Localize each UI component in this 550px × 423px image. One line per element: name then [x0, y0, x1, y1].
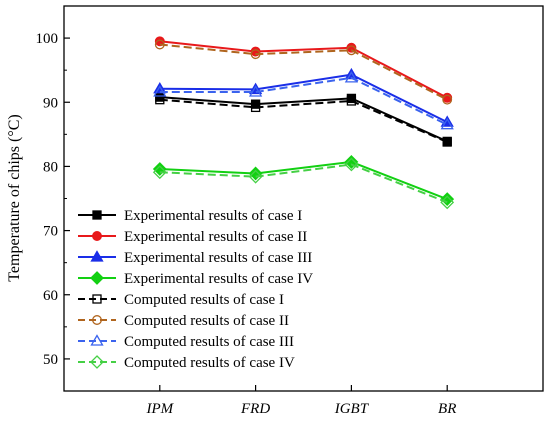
series-6: [154, 39, 453, 105]
series-line: [159, 76, 448, 126]
series-7: [153, 71, 454, 130]
data-point: [346, 96, 357, 106]
data-point: [250, 102, 261, 113]
legend-item: Computed results of case II: [78, 313, 289, 329]
legend-label: Computed results of case IV: [124, 355, 295, 371]
data-point: [154, 39, 165, 50]
data-point: [153, 85, 167, 97]
data-point: [442, 137, 452, 147]
y-tick-label: 60: [43, 288, 58, 304]
data-point: [248, 169, 263, 184]
data-point: [346, 45, 357, 56]
legend-label: Experimental results of case IV: [124, 271, 313, 287]
legend-marker: [92, 315, 102, 325]
series-layer: [152, 36, 455, 210]
data-point: [440, 195, 455, 210]
legend-item: Computed results of case III: [78, 334, 294, 350]
legend-label: Experimental results of case II: [124, 229, 307, 245]
series-line: [159, 40, 448, 99]
data-point: [154, 36, 165, 47]
x-axis: IPM FRD IGBT BR: [145, 385, 456, 417]
legend-label: Computed results of case II: [124, 313, 289, 329]
series-line: [159, 43, 448, 101]
legend-label: Experimental results of case III: [124, 250, 312, 266]
series-5: [155, 95, 452, 147]
legend: Experimental results of case I Experiment…: [78, 208, 313, 371]
data-point: [248, 85, 263, 97]
y-tick-label: 50: [43, 352, 58, 368]
y-axis-title: Temperature of chips (°C): [6, 114, 23, 281]
x-tick-label: IGBT: [334, 401, 370, 417]
data-point: [442, 94, 453, 105]
legend-marker: [92, 210, 102, 220]
y-tick-label: 70: [43, 224, 58, 240]
data-point: [152, 165, 167, 180]
legend-item: Computed results of case IV: [78, 355, 295, 371]
y-tick-label: 80: [43, 159, 58, 175]
legend-label: Computed results of case I: [124, 292, 284, 308]
series-line: [159, 160, 448, 201]
data-point: [344, 71, 359, 83]
data-point: [440, 117, 454, 130]
series-line: [159, 73, 448, 124]
series-1: [155, 92, 452, 147]
y-tick-label: 90: [43, 95, 58, 111]
x-tick-label: IPM: [145, 401, 174, 417]
legend-marker: [92, 294, 102, 304]
legend-label: Experimental results of case I: [124, 208, 302, 224]
legend-label: Computed results of case III: [124, 334, 294, 350]
legend-item: Experimental results of case II: [78, 229, 307, 245]
y-axis: 50 60 70 80 90 100: [36, 31, 70, 368]
data-point: [344, 157, 359, 172]
legend-marker: [90, 250, 104, 262]
legend-item: Experimental results of case I: [78, 208, 302, 224]
legend-item: Computed results of case I: [78, 292, 284, 308]
x-tick-label: FRD: [240, 401, 270, 417]
legend-marker: [92, 231, 102, 241]
legend-marker: [90, 355, 104, 369]
series-4: [152, 155, 455, 207]
legend-item: Experimental results of case IV: [78, 271, 313, 287]
legend-marker: [90, 334, 104, 346]
data-point: [346, 42, 357, 53]
series-line: [159, 96, 448, 143]
legend-item: Experimental results of case III: [78, 250, 312, 266]
series-line: [159, 98, 448, 143]
series-8: [152, 157, 455, 210]
legend-marker: [90, 271, 104, 285]
series-line: [159, 163, 448, 204]
data-point: [250, 49, 261, 60]
y-tick-label: 100: [36, 31, 59, 47]
x-tick-label: BR: [438, 401, 456, 417]
